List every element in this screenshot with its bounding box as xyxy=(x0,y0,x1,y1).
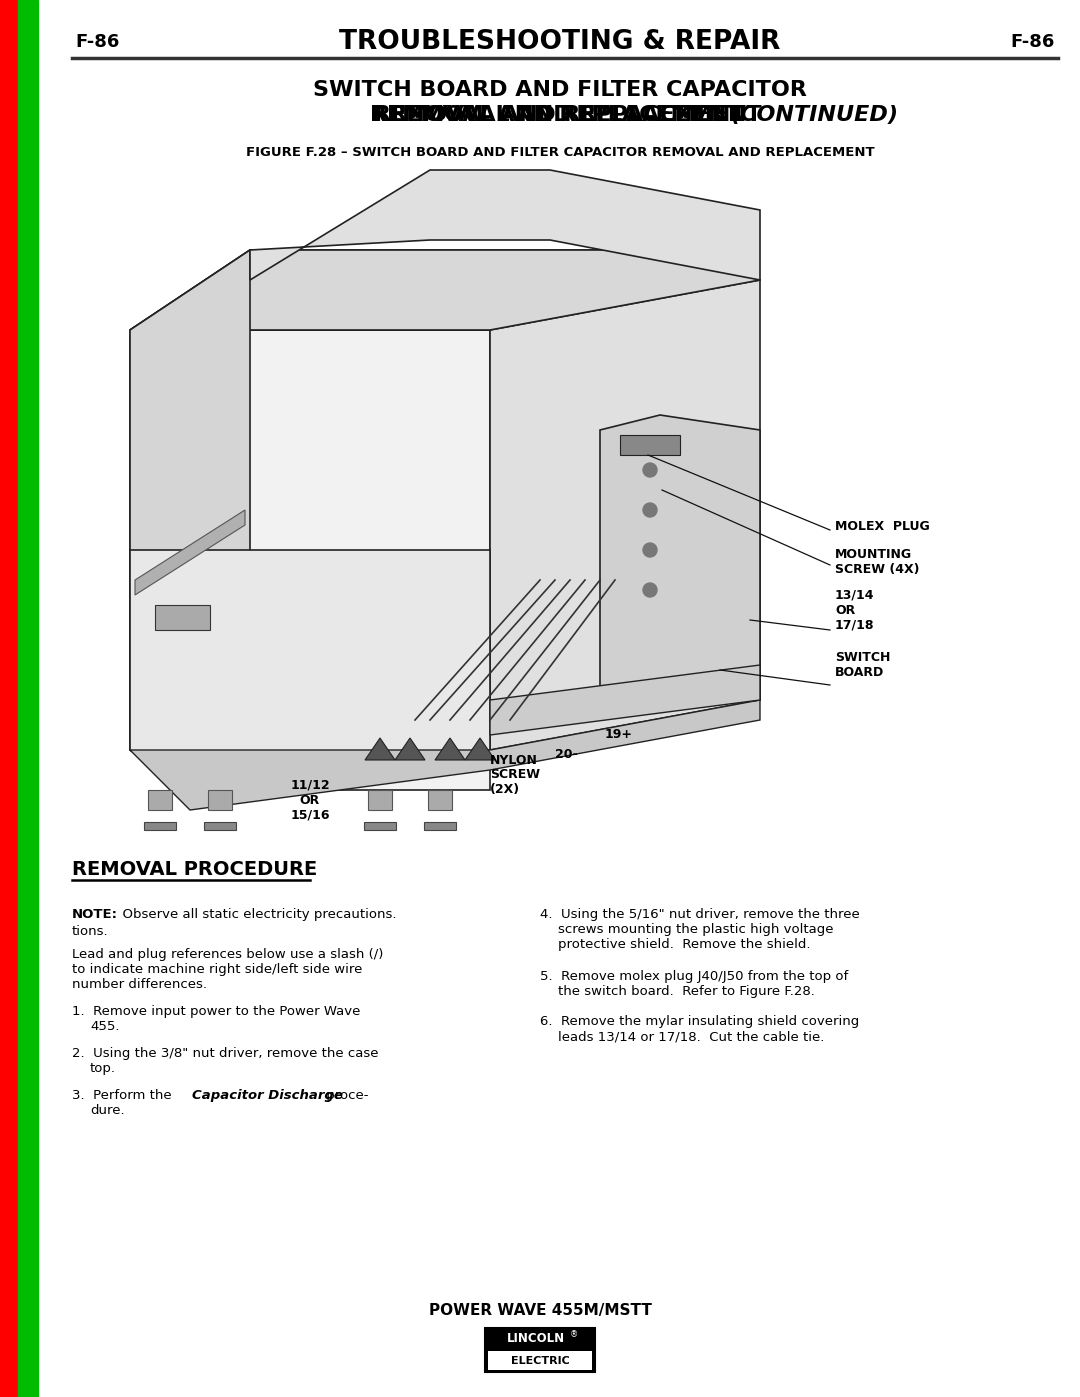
Text: F-86: F-86 xyxy=(75,34,120,52)
Text: Return to Master TOC: Return to Master TOC xyxy=(23,108,33,228)
Polygon shape xyxy=(130,550,490,789)
Text: 3.  Perform the: 3. Perform the xyxy=(72,1090,176,1102)
Text: LINCOLN: LINCOLN xyxy=(507,1331,565,1344)
Text: screws mounting the plastic high voltage: screws mounting the plastic high voltage xyxy=(558,923,834,936)
Bar xyxy=(424,821,456,830)
Text: REMOVAL PROCEDURE: REMOVAL PROCEDURE xyxy=(72,861,318,879)
Text: Observe all static electricity precautions.: Observe all static electricity precautio… xyxy=(114,908,396,921)
Bar xyxy=(368,789,392,810)
Polygon shape xyxy=(130,250,249,750)
Text: 20-: 20- xyxy=(555,749,578,761)
Text: dure.: dure. xyxy=(90,1104,124,1118)
Text: (CONTINUED): (CONTINUED) xyxy=(730,105,897,124)
Text: 4.  Using the 5/16" nut driver, remove the three: 4. Using the 5/16" nut driver, remove th… xyxy=(540,908,860,921)
Text: tions.: tions. xyxy=(72,925,109,937)
Polygon shape xyxy=(130,250,660,330)
Polygon shape xyxy=(465,738,495,760)
Text: SWITCH BOARD AND FILTER CAPACITOR: SWITCH BOARD AND FILTER CAPACITOR xyxy=(313,80,807,101)
Text: the switch board.  Refer to Figure F.28.: the switch board. Refer to Figure F.28. xyxy=(558,985,815,997)
Text: proce-: proce- xyxy=(322,1090,368,1102)
Text: TROUBLESHOOTING & REPAIR: TROUBLESHOOTING & REPAIR xyxy=(339,29,781,54)
Text: Lead and plug references below use a slash (/): Lead and plug references below use a sla… xyxy=(72,949,383,961)
Polygon shape xyxy=(365,738,395,760)
Bar xyxy=(488,1351,592,1370)
Text: leads 13/14 or 17/18.  Cut the cable tie.: leads 13/14 or 17/18. Cut the cable tie. xyxy=(558,1030,824,1044)
Text: NYLON
SCREW
(2X): NYLON SCREW (2X) xyxy=(490,753,540,796)
Bar xyxy=(204,821,237,830)
Text: 19+: 19+ xyxy=(605,728,633,742)
Text: ELECTRIC: ELECTRIC xyxy=(511,1356,569,1366)
Polygon shape xyxy=(135,510,245,595)
Polygon shape xyxy=(490,279,760,750)
Text: Capacitor Discharge: Capacitor Discharge xyxy=(192,1090,342,1102)
Bar xyxy=(72,165,1058,830)
Polygon shape xyxy=(130,250,760,330)
Bar xyxy=(485,1329,595,1372)
Circle shape xyxy=(643,543,657,557)
Text: Return to Section TOC: Return to Section TOC xyxy=(4,106,14,229)
Text: Return to Section TOC: Return to Section TOC xyxy=(4,469,14,592)
Circle shape xyxy=(643,462,657,476)
Bar xyxy=(620,434,680,455)
Text: 1.  Remove input power to the Power Wave: 1. Remove input power to the Power Wave xyxy=(72,1004,361,1018)
Bar xyxy=(428,789,453,810)
Bar xyxy=(18,0,38,1397)
Text: REMOVAL AND REPLACEMENT: REMOVAL AND REPLACEMENT xyxy=(370,105,750,124)
Circle shape xyxy=(643,503,657,517)
Bar xyxy=(144,821,176,830)
Text: SWITCH
BOARD: SWITCH BOARD xyxy=(835,651,890,679)
Text: REMOVAL AND REPLACEMENT: REMOVAL AND REPLACEMENT xyxy=(374,105,746,124)
Polygon shape xyxy=(600,415,760,710)
Text: 455.: 455. xyxy=(90,1020,120,1032)
Text: 5.  Remove molex plug J40/J50 from the top of: 5. Remove molex plug J40/J50 from the to… xyxy=(540,970,848,983)
Polygon shape xyxy=(490,665,760,735)
Bar xyxy=(208,789,232,810)
Text: Return to Master TOC: Return to Master TOC xyxy=(23,820,33,940)
Text: F-86: F-86 xyxy=(1011,34,1055,52)
Text: number differences.: number differences. xyxy=(72,978,207,990)
Circle shape xyxy=(643,583,657,597)
Text: MOUNTING
SCREW (4X): MOUNTING SCREW (4X) xyxy=(835,548,919,576)
Text: ®: ® xyxy=(570,1330,578,1340)
Text: MOLEX  PLUG: MOLEX PLUG xyxy=(835,521,930,534)
Text: Return to Master TOC: Return to Master TOC xyxy=(23,1169,33,1289)
Text: Return to Section TOC: Return to Section TOC xyxy=(4,819,14,942)
Text: POWER WAVE 455M/MSTT: POWER WAVE 455M/MSTT xyxy=(429,1302,651,1317)
Polygon shape xyxy=(130,330,490,789)
Text: to indicate machine right side/left side wire: to indicate machine right side/left side… xyxy=(72,963,363,977)
Bar xyxy=(156,605,210,630)
Text: 13/14
OR
17/18: 13/14 OR 17/18 xyxy=(835,588,875,631)
Text: REMOVAL AND REPLACEMENT: REMOVAL AND REPLACEMENT xyxy=(390,105,761,124)
Text: 11/12
OR
15/16: 11/12 OR 15/16 xyxy=(291,778,329,821)
Text: Return to Master TOC: Return to Master TOC xyxy=(23,471,33,591)
Text: Return to Section TOC: Return to Section TOC xyxy=(4,1168,14,1291)
Text: protective shield.  Remove the shield.: protective shield. Remove the shield. xyxy=(558,937,810,951)
Bar xyxy=(148,789,172,810)
Text: FIGURE F.28 – SWITCH BOARD AND FILTER CAPACITOR REMOVAL AND REPLACEMENT: FIGURE F.28 – SWITCH BOARD AND FILTER CA… xyxy=(245,145,875,158)
Text: top.: top. xyxy=(90,1062,116,1076)
Bar xyxy=(364,821,396,830)
Bar xyxy=(488,1330,592,1350)
Polygon shape xyxy=(130,700,760,810)
Text: 6.  Remove the mylar insulating shield covering: 6. Remove the mylar insulating shield co… xyxy=(540,1016,860,1028)
Polygon shape xyxy=(249,170,760,279)
Text: NOTE:: NOTE: xyxy=(72,908,118,921)
Bar xyxy=(0,0,18,1397)
Text: 2.  Using the 3/8" nut driver, remove the case: 2. Using the 3/8" nut driver, remove the… xyxy=(72,1046,378,1060)
Polygon shape xyxy=(435,738,465,760)
Polygon shape xyxy=(395,738,426,760)
